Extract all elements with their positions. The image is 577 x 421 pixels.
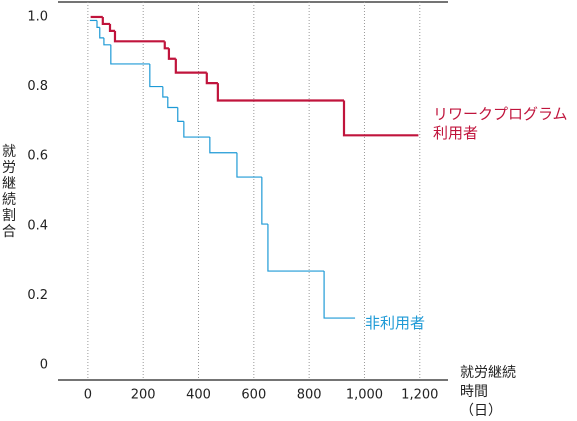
step-segment	[205, 72, 218, 85]
series-label: リワークプログラム利用者	[433, 105, 568, 142]
y-tick-label: 0.8	[27, 79, 48, 94]
step-segment	[236, 152, 262, 178]
series-label: 非利用者	[365, 314, 426, 332]
y-tick-label: 0	[40, 358, 48, 373]
step-segment	[99, 27, 104, 39]
step-segment	[167, 48, 176, 60]
step-segment	[209, 137, 237, 154]
step-segment	[183, 121, 210, 138]
chart: 1.0 0.8 0.6 0.4 0.2 0 0 200 400 600 800 1,000 1,200	[27, 1, 448, 403]
y-tick-label: 0.6	[27, 149, 48, 164]
x-tick-label: 400	[186, 388, 211, 403]
x-tick-label: 200	[131, 388, 156, 403]
step-segment	[113, 30, 165, 43]
step-segment	[110, 44, 150, 65]
x-tick-label: 1,000	[346, 388, 383, 403]
step-segment	[167, 97, 178, 109]
step-segment	[108, 23, 115, 32]
step-segment	[261, 177, 268, 225]
page: 1.0 0.8 0.6 0.4 0.2 0 0 200 400 600 800 1,000 1,200 …	[2, 1, 568, 419]
x-tick-label: 800	[297, 388, 322, 403]
step-segment	[174, 58, 207, 74]
x-tick-label: 600	[241, 388, 266, 403]
step-segment	[149, 63, 163, 88]
y-tick-label: 0.2	[27, 288, 48, 303]
step-segment	[342, 100, 419, 137]
step-segment	[267, 224, 325, 272]
y-tick-label: 0.4	[27, 218, 48, 233]
y-tick-label: 1.0	[27, 9, 48, 24]
y-axis-label: 就労継続割合	[2, 144, 16, 240]
step-segment	[177, 107, 184, 122]
step-segment	[103, 37, 111, 46]
step-segment	[96, 20, 100, 29]
step-segment	[162, 86, 168, 98]
x-tick-label: 0	[84, 388, 92, 403]
step-segment	[163, 41, 169, 50]
step-segment	[323, 271, 356, 319]
step-segment	[216, 83, 344, 102]
x-tick-label: 1,200	[401, 388, 438, 403]
x-axis-label: 就労継続時間（日）	[460, 365, 516, 419]
step-segment	[101, 16, 110, 26]
